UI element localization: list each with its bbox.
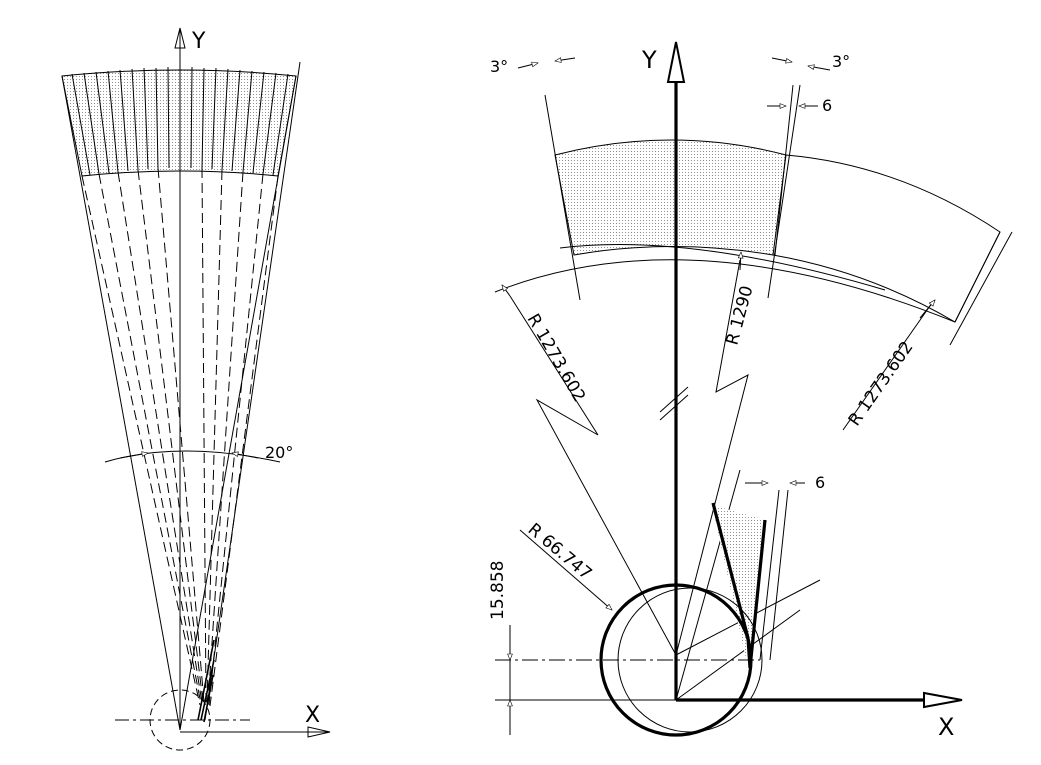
right-axis-break-1 [659, 394, 689, 421]
right-radius-right: R 1273.602 [845, 338, 918, 430]
right-radius-center: R 1290 [723, 284, 758, 348]
right-r-center-leader [675, 259, 749, 656]
left-angle-dim-r [231, 451, 259, 459]
left-x-arrow [307, 726, 331, 738]
right-top-left-angle: 3° [490, 57, 508, 76]
right-offset-dim: 15.858 [488, 561, 508, 620]
left-y-arrow [174, 27, 186, 49]
right-r-left-leader [509, 295, 677, 656]
right-r-right-leader [842, 302, 933, 431]
right-inner-arc [559, 244, 886, 291]
right-left-guide [544, 94, 581, 301]
right-3deg-right-dim [771, 57, 793, 64]
left-view [61, 27, 331, 751]
right-view-bold [599, 80, 935, 737]
right-3deg-left-dim [517, 61, 539, 69]
left-base-circle [149, 689, 211, 751]
right-large-arc [494, 259, 956, 323]
left-y-label: Y [191, 29, 206, 54]
right-mid-guide-1 [767, 84, 801, 299]
left-angle-label: 20° [265, 443, 293, 462]
left-band-divisions [71, 66, 289, 176]
left-fan-root [197, 639, 215, 723]
right-hatched-sector [554, 139, 787, 256]
left-fan-left-edge [61, 75, 181, 731]
right-top-right-angle: 3° [832, 52, 850, 71]
left-x-label: X [305, 703, 320, 728]
right-x-label: X [938, 713, 954, 741]
right-radius-left: R 1273.602 [523, 311, 589, 406]
right-y-arrow [666, 41, 686, 83]
right-mid-guide-2 [774, 84, 794, 256]
right-r-small-leader [519, 529, 613, 611]
right-base-circle-thin [617, 587, 763, 733]
right-lower-gap: 6 [815, 473, 825, 492]
left-angle-dim-l [119, 451, 149, 459]
right-x-arrow [923, 691, 963, 709]
right-sector-edge [954, 231, 1001, 323]
left-fan-right-edge [179, 75, 297, 731]
right-radius-small: R 66.747 [524, 520, 596, 585]
right-tooth-profile [711, 502, 767, 669]
right-top-gap: 6 [822, 96, 832, 115]
right-y-label: Y [641, 46, 657, 74]
left-fan-right-outer [204, 61, 301, 721]
right-axis-break-2 [659, 386, 689, 413]
